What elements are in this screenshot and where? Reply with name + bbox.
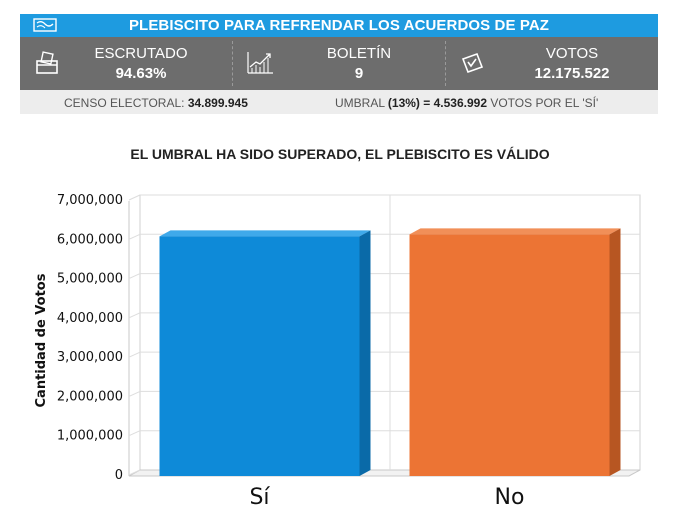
- stat-value-votos: 12.175.522: [534, 65, 610, 82]
- vote-hand-icon: [461, 52, 484, 74]
- grid-line-side: [128, 233, 141, 240]
- grid-line-side: [128, 312, 141, 319]
- y-axis-label: Cantidad de Votos: [34, 273, 49, 407]
- bar-si: [159, 230, 371, 476]
- stat-divider: [232, 41, 233, 86]
- info-bar: CENSO ELECTORAL: 34.899.945 UMBRAL (13%)…: [20, 90, 658, 114]
- stat-label-boletin: BOLETÍN: [326, 45, 392, 62]
- censo-electoral: CENSO ELECTORAL: 34.899.945: [64, 96, 248, 110]
- y-tick-label: 0: [115, 468, 123, 483]
- bar-top: [159, 230, 371, 237]
- grid-line-side: [128, 273, 141, 280]
- censo-value: 34.899.945: [187, 96, 248, 110]
- x-tick-labels: Sí No: [249, 485, 524, 510]
- bar-side: [359, 230, 371, 476]
- grid-line-side: [128, 194, 141, 201]
- bar-front: [159, 236, 360, 476]
- umbral: UMBRAL (13%) = 4.536.992 VOTOS POR EL 'S…: [335, 96, 598, 110]
- grid-line-side: [128, 469, 141, 476]
- stat-value-boletin: 9: [354, 65, 364, 82]
- stats-bar: ESCRUTADO 94.63% BOLETÍN 9 VOTOS 12.175.…: [20, 37, 658, 90]
- stat-boletin: BOLETÍN 9: [233, 37, 445, 90]
- stat-escrutado: ESCRUTADO 94.63%: [20, 37, 232, 90]
- umbral-value: (13%) = 4.536.992: [387, 96, 487, 110]
- ballot-box-icon: [36, 51, 58, 74]
- stat-value-escrutado: 94.63%: [115, 65, 167, 82]
- x-tick-label: No: [495, 485, 525, 510]
- censo-label: CENSO ELECTORAL:: [64, 96, 185, 110]
- bar-front: [409, 234, 610, 476]
- page-title: PLEBISCITO PARA REFRENDAR LOS ACUERDOS D…: [128, 17, 550, 34]
- umbral-label: UMBRAL: [335, 96, 385, 110]
- y-tick-label: 7,000,000: [57, 193, 123, 208]
- y-tick-label: 5,000,000: [57, 272, 123, 287]
- y-tick-label: 4,000,000: [57, 311, 123, 326]
- grid-line-side: [128, 430, 141, 437]
- vote-bar-chart: 0 1,000,000 2,000,000 3,000,000 4,000,000 5,0…: [34, 193, 641, 510]
- headline: EL UMBRAL HA SIDO SUPERADO, EL PLEBISCIT…: [130, 146, 550, 162]
- stat-divider: [445, 41, 446, 86]
- trend-chart-icon: [247, 52, 273, 74]
- y-tick-label: 1,000,000: [57, 429, 123, 444]
- y-tick-label: 3,000,000: [57, 350, 123, 365]
- grid-line-side: [128, 390, 141, 397]
- bar-top: [409, 228, 621, 235]
- grid-line-side: [128, 351, 141, 358]
- bar-side: [609, 228, 621, 476]
- flag-icon: [33, 18, 57, 32]
- stat-label-votos: VOTOS: [545, 45, 599, 62]
- x-tick-label: Sí: [249, 485, 270, 510]
- stat-label-escrutado: ESCRUTADO: [94, 45, 188, 62]
- y-tick-labels: 0 1,000,000 2,000,000 3,000,000 4,000,000 5,0…: [57, 193, 123, 483]
- y-tick-label: 2,000,000: [57, 389, 123, 404]
- bar-no: [409, 228, 621, 476]
- bars: [159, 228, 621, 476]
- umbral-suffix: VOTOS POR EL 'SÍ': [490, 96, 599, 110]
- title-banner: PLEBISCITO PARA REFRENDAR LOS ACUERDOS D…: [20, 14, 658, 37]
- stat-votos: VOTOS 12.175.522: [446, 37, 658, 90]
- y-tick-label: 6,000,000: [57, 232, 123, 247]
